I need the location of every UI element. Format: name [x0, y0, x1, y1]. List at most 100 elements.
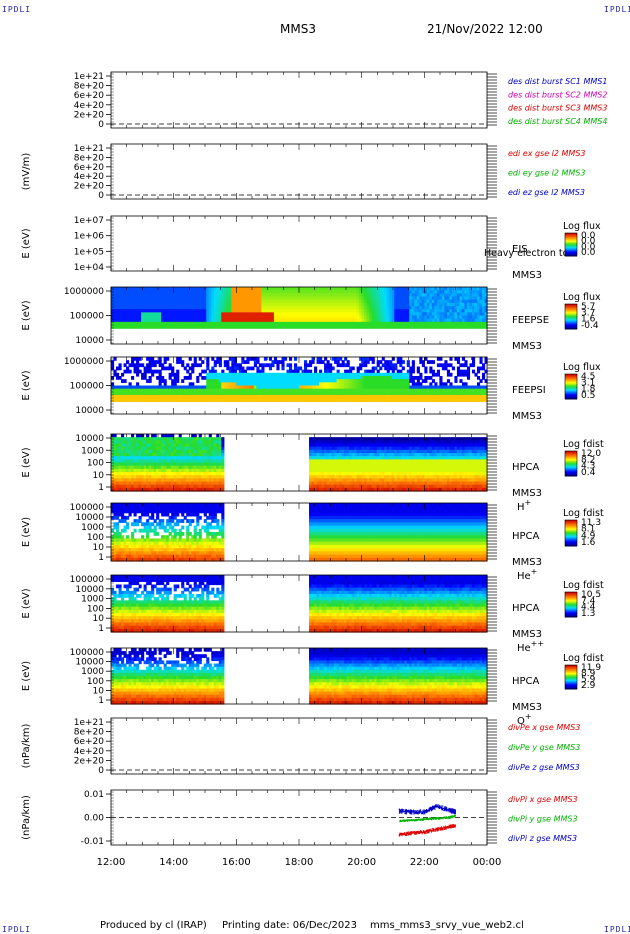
colorbar-value: 0.0 [581, 231, 596, 241]
spacecraft-title: MMS3 [280, 22, 316, 36]
legend-entry: edi ez gse l2 MMS3 [508, 188, 585, 197]
y-tick-label: 0.00 [84, 814, 104, 824]
y-tick-label: 10000 [75, 585, 104, 595]
y-ticks-5: 1000000 100000 10000 [64, 357, 111, 416]
legend-entry: divPe x gse MMS3 [508, 723, 580, 732]
left-minor-ticks [111, 649, 114, 702]
colorbar-value: 11.9 [581, 663, 601, 673]
y-tick-label: 100000 [70, 382, 105, 392]
y-tick-label: 0 [98, 120, 104, 130]
y-tick-label: 0.01 [84, 790, 104, 800]
legend-entry: divPe y gse MMS3 [508, 743, 580, 752]
y-tick-label: -0.01 [81, 837, 104, 847]
y-tick-label: 1 [98, 483, 104, 493]
y-axis-label-9: E (eV) [21, 661, 32, 691]
spectrogram-7 [111, 503, 488, 562]
panel-frame-9 [110, 647, 497, 705]
spectrogram-5 [111, 357, 488, 402]
y-axis-label-4: E (eV) [21, 300, 32, 330]
colorbar-value: 0.0 [581, 237, 596, 247]
y-axis-label-2: (mV/m) [21, 153, 32, 191]
colorbar-value: 4.3 [581, 462, 595, 472]
y-tick-label: 8e+20 [74, 153, 105, 163]
right-minor-ticks [487, 288, 497, 344]
legend-entry: edi ex gse l2 MMS3 [508, 149, 586, 158]
x-tick-label: 18:00 [285, 857, 314, 868]
y-tick-label: 1e+04 [74, 263, 105, 273]
spacecraft-label: MMS3 [512, 488, 542, 499]
colorbar-value: 3.7 [581, 308, 595, 318]
y-tick-label: 6e+20 [74, 737, 105, 747]
left-minor-ticks [111, 791, 114, 844]
panel-frame-1 [110, 71, 497, 129]
colorbar-value: 4.9 [581, 531, 596, 541]
y-tick-label: 8e+20 [74, 82, 105, 92]
legend-entry: divPi x gse MMS3 [508, 795, 578, 804]
panel-frame-8 [110, 574, 497, 633]
y-tick-label: 1e+21 [74, 72, 104, 82]
y-tick-label: 1e+21 [74, 144, 104, 154]
overlay-text: Heavy electron to [484, 248, 569, 259]
y-tick-label: 1 [98, 624, 104, 634]
y-axis-label-8: E (eV) [21, 588, 32, 618]
colorbar-value: 10.5 [581, 590, 601, 600]
spacecraft-label: MMS3 [512, 341, 542, 352]
colorbar-value: 1.6 [581, 538, 596, 548]
instrument-label: HPCA [512, 531, 540, 542]
spacecraft-label: MMS3 [512, 629, 542, 640]
y-axis-label-3: E (eV) [21, 228, 32, 258]
footer-printing-date: Printing date: 06/Dec/2023 [222, 920, 358, 931]
colorbar-value: 0.4 [581, 468, 596, 478]
species-label: He++ [517, 639, 544, 654]
colorbar-value: 8.1 [581, 525, 595, 535]
x-tick-label: 22:00 [410, 857, 439, 868]
legend-entry: divPi y gse MMS3 [508, 815, 578, 824]
colorbar-value: 1.8 [581, 385, 596, 395]
x-tick-label: 14:00 [159, 857, 188, 868]
left-minor-ticks [111, 576, 114, 632]
watermark-bottom-right: IPDLI [604, 925, 630, 934]
colorbar-value: 3.1 [581, 378, 595, 388]
left-minor-ticks [111, 719, 114, 772]
y-tick-label: 1e+21 [74, 718, 104, 728]
instrument-label: HPCA [512, 462, 540, 473]
y-tick-label: 100 [87, 677, 104, 687]
y-tick-label: 1000 [81, 595, 104, 605]
colorbar-value: 8.9 [581, 669, 596, 679]
spacecraft-label: MMS3 [512, 702, 542, 713]
y-tick-label: 1000000 [64, 357, 104, 367]
instrument-label: FEEPSI [512, 385, 546, 396]
watermark-top-right: IPDLI [604, 5, 630, 14]
colorbar-title: Log flux [563, 362, 601, 373]
y-tick-label: 100000 [70, 503, 105, 513]
instrument-label: HPCA [512, 603, 540, 614]
y-tick-label: 2e+20 [74, 182, 105, 192]
colorbar-title: Log flux [563, 292, 601, 303]
colorbar-value: 4.4 [581, 603, 596, 613]
colorbar-value: 2.9 [581, 681, 596, 691]
footer-produced-by: Produced by cl (IRAP) [100, 920, 207, 931]
colorbar-value: 11.3 [581, 518, 601, 528]
right-minor-ticks [487, 719, 497, 772]
series-divPi-z-gse-MMS3 [398, 804, 457, 815]
spectrogram-8 [111, 575, 488, 633]
right-minor-ticks [487, 217, 497, 270]
y-tick-label: 8e+20 [74, 728, 105, 738]
x-tick-label: 12:00 [97, 857, 126, 868]
y-tick-label: 10000 [75, 513, 104, 523]
panel-frame-2 [110, 143, 497, 200]
y-ticks-6: 10000 1000 100 10 1 [75, 434, 111, 493]
instrument-label: HPCA [512, 676, 540, 687]
right-minor-ticks [487, 576, 497, 632]
colorbar-value: 5.7 [581, 302, 595, 312]
right-minor-ticks [487, 358, 497, 414]
y-tick-label: 2e+20 [74, 756, 105, 766]
species-label: He+ [517, 567, 537, 582]
